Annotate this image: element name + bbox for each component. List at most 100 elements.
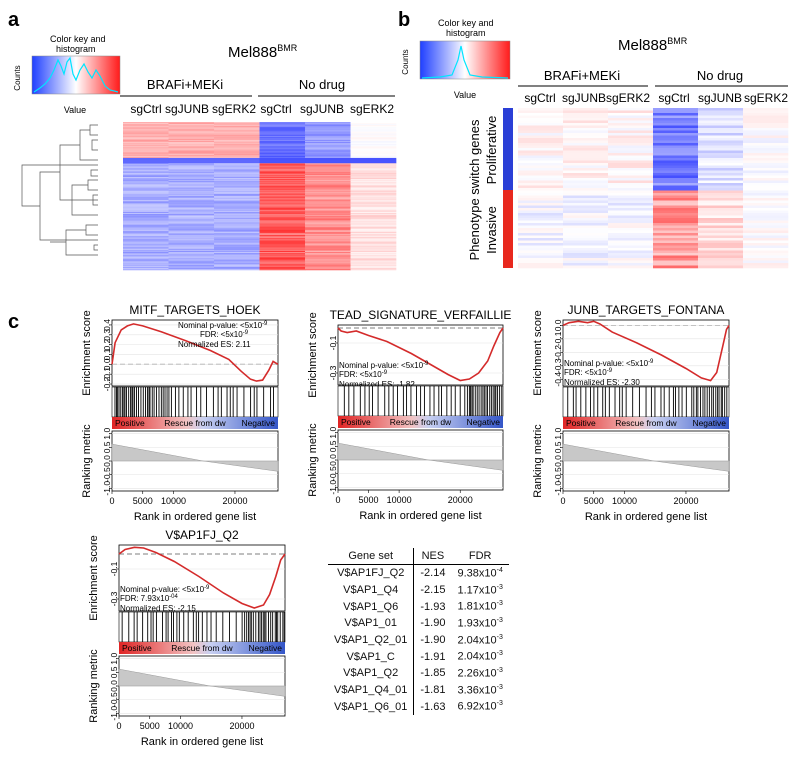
- panel-a-heat-cell: [214, 228, 260, 231]
- panel-a-heat-cell: [350, 226, 397, 229]
- panel-a-heat-cell: [214, 224, 260, 226]
- panel-a-heat-cell: [123, 256, 169, 258]
- panel-b-heat-cell: [698, 195, 744, 199]
- panel-a-heat-cell: [123, 226, 169, 229]
- panel-a-heat-cell: [259, 198, 306, 200]
- panel-b-heat-cell: [743, 158, 789, 161]
- panel-a-heat-cell: [168, 259, 215, 261]
- panel-b-heat-cell: [743, 140, 789, 144]
- panel-a-heat-cell: [168, 248, 215, 251]
- panel-a-heat-cell: [123, 213, 169, 216]
- panel-a-heat-cell: [350, 200, 397, 202]
- panel-b-heat-cell: [743, 203, 789, 206]
- panel-b-heat-cell: [653, 208, 699, 211]
- panel-b-heat-cell: [653, 130, 699, 134]
- panel-a-heat-cell: [305, 224, 351, 226]
- panel-a-heat-cell: [350, 196, 397, 198]
- panel-a-heat-cell: [123, 264, 169, 267]
- panel-a-heat-cell: [168, 146, 215, 148]
- panel-a-heat-cell: [214, 230, 260, 233]
- gene-set-nes: -1.90: [420, 617, 446, 630]
- panel-a-heat-cell: [305, 266, 351, 269]
- panel-a-color-key-title-1: Color key and: [50, 34, 106, 44]
- panel-a-heat-cell: [168, 152, 215, 155]
- panel-b-heat-cell: [608, 128, 654, 131]
- panel-a-heat-cell: [305, 212, 351, 215]
- panel-a-heat-cell: [350, 219, 397, 221]
- panel-b-title-main: Mel888: [618, 37, 667, 54]
- panel-a-heat-cell: [168, 176, 215, 179]
- panel-b-heat-cell: [653, 145, 699, 149]
- panel-b-heat-cell: [653, 125, 699, 129]
- panel-a-col-1: sgJUNB: [165, 102, 209, 116]
- panel-b-heat-cell: [518, 180, 564, 184]
- panel-a-heat-cell: [168, 174, 215, 177]
- panel-b-heat-cell: [743, 230, 789, 234]
- panel-a-group-2: No drug: [299, 77, 345, 92]
- panel-a-heat-cell: [168, 141, 215, 143]
- panel-a-heat-cell: [305, 188, 351, 190]
- panel-a-heat-cell: [350, 147, 397, 149]
- panel-a-heat-cell: [214, 203, 260, 205]
- panel-a-heat-cell: [350, 260, 397, 262]
- panel-b-heat-cell: [608, 250, 654, 254]
- panel-a-heat-cell: [305, 264, 351, 267]
- panel-a-heat-cell: [305, 138, 351, 141]
- panel-a-heat-cell: [305, 260, 351, 262]
- panel-a-heat-cell: [214, 133, 260, 135]
- panel-a-heat-cell: [259, 211, 306, 214]
- panel-a-heat-cell: [350, 190, 397, 193]
- panel-a-heat-cell: [168, 250, 215, 253]
- panel-a-heat-cell: [214, 192, 260, 195]
- panel-a-heat-cell: [305, 206, 351, 208]
- panel-a-heat-cell: [123, 268, 169, 271]
- gene-set-name: V$AP1_Q2_01: [328, 631, 415, 649]
- panel-a-heat-cell: [305, 220, 351, 222]
- panel-a-heat-cell: [214, 236, 260, 238]
- panel-b-heat-cell: [653, 245, 699, 249]
- gsea-2-ytick-label-0: 0.0: [553, 319, 563, 331]
- panel-b-heat-cell: [563, 108, 609, 111]
- gsea-0-rank-ytick-label-3: -0.5: [102, 467, 112, 482]
- panel-a-heat-cell: [123, 136, 169, 139]
- gsea-0-xtick-label-1: 5000: [133, 496, 153, 506]
- gene-set-row: V$AP1_C -1.91 2.04x10-3: [328, 648, 509, 665]
- panel-a-heat-cell: [168, 256, 215, 258]
- panel-a-heat-cell: [214, 153, 260, 156]
- panel-a-heat-cell: [350, 238, 397, 240]
- panel-a-heat-cell: [123, 170, 169, 172]
- panel-a-heat-cell: [123, 235, 169, 237]
- panel-a-heat-cell: [305, 156, 351, 159]
- panel-a-heat-cell: [214, 197, 260, 199]
- panel-a-heat-cell: [168, 149, 215, 151]
- panel-a-heat-cell: [305, 194, 351, 197]
- panel-b-heat-cell: [698, 160, 744, 164]
- panel-a-heat-cell: [350, 150, 397, 152]
- panel-b-heat-cell: [608, 115, 654, 119]
- panel-a-heat-cell: [350, 217, 397, 219]
- panel-a-heat-cell: [350, 243, 397, 245]
- panel-a-heat-cell: [350, 205, 397, 207]
- panel-b-heat-cell: [608, 133, 654, 136]
- gsea-3-bar-label-rescue: Rescue from dw: [171, 643, 233, 653]
- panel-b-heat-cell: [563, 213, 609, 216]
- gsea-0-stat-nes: Normalized ES: 2.11: [178, 340, 251, 349]
- panel-a-heat-cell: [214, 152, 260, 155]
- panel-b-heat-cell: [563, 195, 609, 199]
- panel-b-heat-cell: [518, 225, 564, 229]
- panel-a-heat-cell: [123, 202, 169, 204]
- panel-a-heat-cell: [123, 190, 169, 193]
- panel-a-heat-cell: [168, 183, 215, 185]
- panel-a-heat-cell: [168, 213, 215, 216]
- panel-a-heat-cell: [350, 123, 397, 125]
- panel-a-heat-cell: [305, 139, 351, 142]
- panel-a-heat-cell: [350, 236, 397, 238]
- panel-a-heat-cell: [168, 228, 215, 231]
- panel-b-heat-cell: [653, 133, 699, 136]
- panel-a-heat-cell: [305, 187, 351, 189]
- panel-b-heat-cell: [698, 233, 744, 236]
- panel-b-heat-cell: [698, 135, 744, 139]
- panel-a-heat-cell: [168, 205, 215, 207]
- panel-b-heat-cell: [653, 108, 699, 111]
- panel-a-heat-cell: [214, 213, 260, 216]
